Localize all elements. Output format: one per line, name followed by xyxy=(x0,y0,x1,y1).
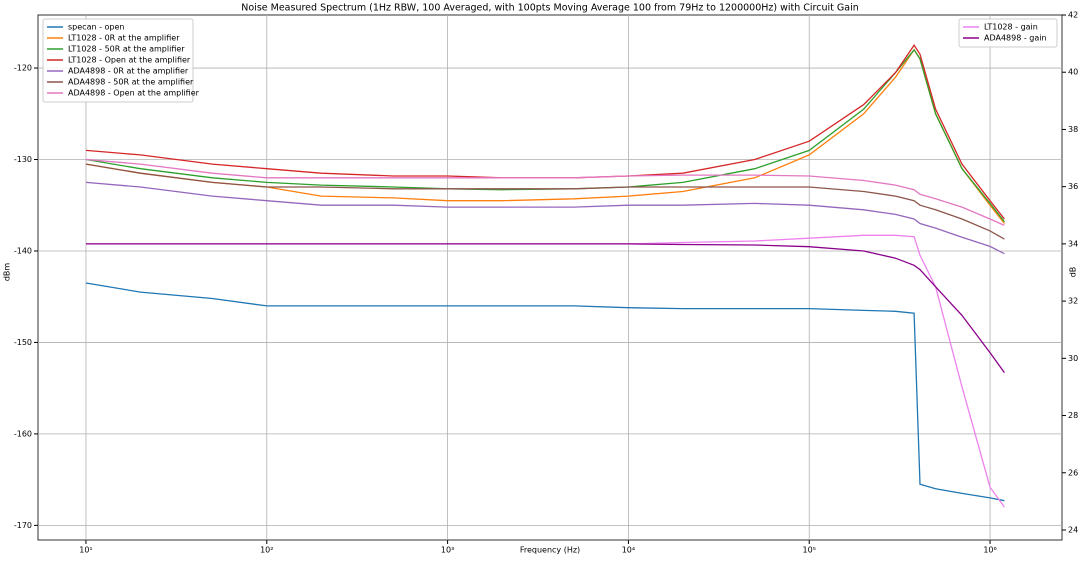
y2-axis-label: dB xyxy=(1069,267,1078,278)
legend-box xyxy=(958,18,1058,48)
legend-label: ADA4898 - Open at the amplifier xyxy=(68,89,200,98)
x-tick-label: 10³ xyxy=(441,546,454,555)
legend-label: LT1028 - 50R at the amplifier xyxy=(68,45,185,54)
y-tick-label: -160 xyxy=(14,429,32,438)
legend-box xyxy=(42,18,194,103)
series-line xyxy=(85,158,1005,226)
series-line xyxy=(85,48,1005,223)
y-tick-label: -140 xyxy=(14,246,32,255)
y2-tick-label: 26 xyxy=(1068,468,1078,477)
y-tick-label: -120 xyxy=(14,64,32,73)
legend-label: LT1028 - Open at the amplifier xyxy=(68,56,191,65)
legend-label: ADA4898 - gain xyxy=(984,34,1047,43)
series-line xyxy=(85,282,1005,502)
legend-label: LT1028 - gain xyxy=(984,23,1038,32)
chart-title: Noise Measured Spectrum (1Hz RBW, 100 Av… xyxy=(241,3,858,14)
y2-tick-label: 36 xyxy=(1068,182,1078,191)
series-line xyxy=(86,243,1005,373)
y-tick-label: -150 xyxy=(14,338,32,347)
y-axis-label: dBm xyxy=(3,263,12,282)
plot-frame xyxy=(37,14,1063,541)
y-tick-label: -130 xyxy=(14,155,32,164)
x-tick-label: 10⁴ xyxy=(622,546,635,555)
legend-label: ADA4898 - 50R at the amplifier xyxy=(68,78,194,87)
y2-tick-label: 32 xyxy=(1068,297,1078,306)
y2-tick-label: 24 xyxy=(1068,525,1078,534)
y2-tick-label: 40 xyxy=(1068,68,1078,77)
series-line xyxy=(85,181,1005,255)
legend-label: ADA4898 - 0R at the amplifier xyxy=(68,67,189,76)
series-line xyxy=(85,44,1005,220)
x-tick-label: 10⁶ xyxy=(983,546,996,555)
x-tick-label: 10² xyxy=(260,546,273,555)
y-tick-label: -170 xyxy=(14,521,32,530)
y2-tick-label: 28 xyxy=(1068,411,1078,420)
legend-label: specan - open xyxy=(68,23,124,32)
y2-tick-label: 34 xyxy=(1068,239,1078,248)
legend-label: LT1028 - 0R at the amplifier xyxy=(68,34,180,43)
series-line xyxy=(85,163,1005,240)
x-axis-label: Frequency (Hz) xyxy=(520,546,580,555)
x-tick-label: 10⁵ xyxy=(803,546,816,555)
x-tick-label: 10¹ xyxy=(79,546,92,555)
y2-tick-label: 30 xyxy=(1068,354,1078,363)
y2-tick-label: 38 xyxy=(1068,125,1078,134)
y2-tick-label: 42 xyxy=(1068,11,1078,20)
series-line xyxy=(86,234,1005,508)
